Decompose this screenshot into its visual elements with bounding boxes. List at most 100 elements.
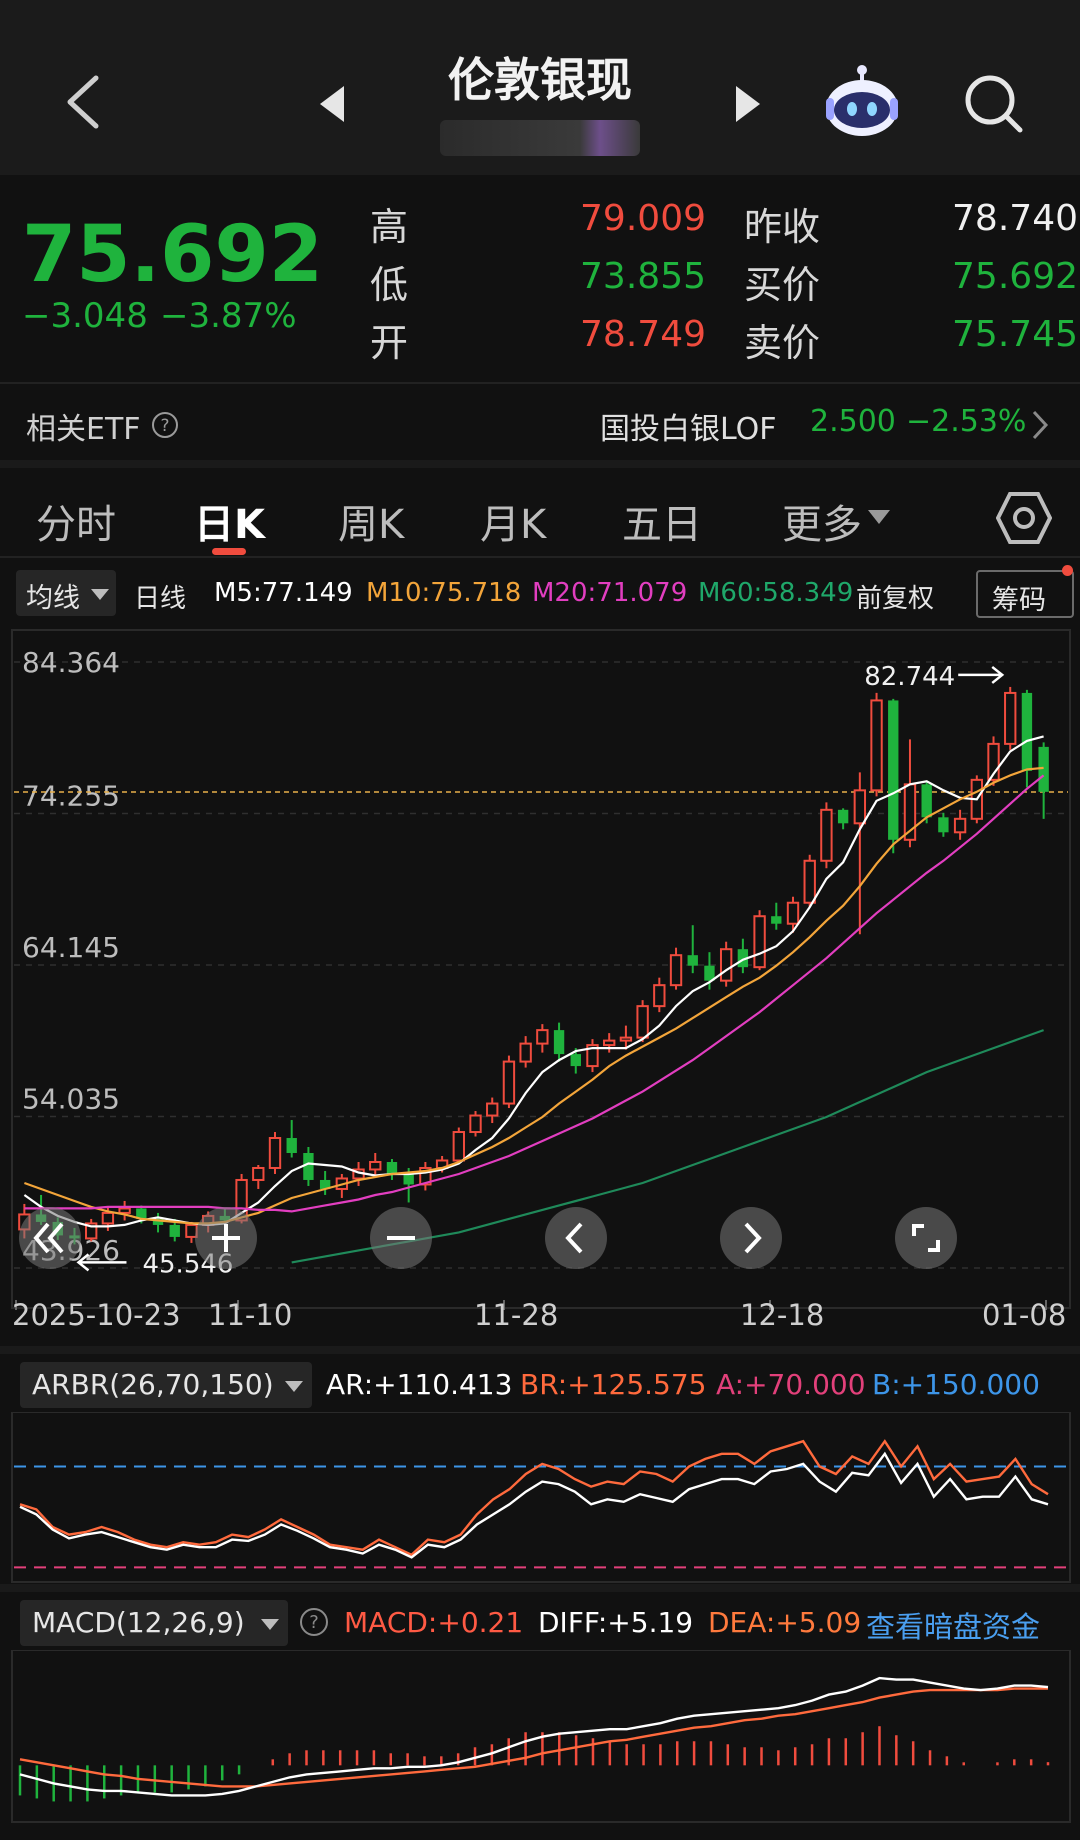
stat-bid: 买价 75.692 [744,254,1078,312]
zoom-in-icon[interactable] [194,1206,258,1270]
candle-body [169,1224,180,1237]
question-circle-icon[interactable]: ? [298,1606,330,1638]
legend-m5: M5:77.149 [214,578,353,608]
stat-label: 高 [370,205,409,249]
chart-frame [11,1412,1071,1583]
x-tick-label: 2025-10-23 [12,1298,181,1332]
candle-body [1021,692,1033,771]
tab-monthly-k[interactable]: 月K [480,502,547,548]
question-circle-icon[interactable]: ? [150,410,180,440]
back-icon[interactable] [60,72,104,132]
legend-m10: M10:75.718 [366,578,522,608]
stat-high: 高 79.009 [370,196,706,254]
svg-text:?: ? [309,1612,319,1633]
arbr-dropdown-label: ARBR(26,70,150) [32,1368,274,1401]
legend-diff: DIFF:+5.19 [538,1606,694,1639]
candle-body [486,1102,499,1117]
x-tick-label: 11-28 [474,1298,559,1332]
chip-distribution-button[interactable]: 筹码 [976,570,1074,618]
candle-body [519,1042,532,1063]
arbr-dropdown[interactable]: ARBR(26,70,150) [20,1362,312,1408]
candle-body [1038,746,1049,792]
candle-body [953,817,967,834]
legend-a: A:+70.000 [716,1368,866,1401]
divider [0,382,1080,384]
chart-controls [0,1206,1080,1272]
x-tick-label: 12-18 [740,1298,825,1332]
last-price: 75.692 [22,210,323,300]
candle-body [820,808,833,862]
max-arrow-head [991,665,1005,684]
candle-body [753,915,766,969]
stat-value: 73.855 [580,256,706,297]
candle-body [1004,691,1017,745]
candle-body [152,1218,164,1225]
tab-intraday[interactable]: 分时 [36,502,116,548]
candle-body [737,949,749,968]
adjust-mode[interactable]: 前复权 [856,584,935,614]
ma-line-m20 [24,774,1045,1213]
stat-label: 低 [370,263,409,307]
tab-daily-k[interactable]: 日K [194,502,265,548]
candle-body [586,1044,599,1068]
stat-value: 78.749 [580,314,706,355]
stat-label: 昨收 [744,205,821,249]
period-tabs: 分时 日K 周K 月K 五日 更多 [0,478,1080,556]
hexagon-gear-icon[interactable] [996,490,1052,546]
zoom-out-icon[interactable] [369,1206,433,1270]
candle-body [921,784,932,818]
etf-label: 相关ETF [26,412,141,447]
double-chevron-left-icon[interactable] [18,1206,82,1270]
legend-dea: DEA:+5.09 [708,1606,862,1639]
tab-more[interactable]: 更多 [782,502,862,548]
candle-body [987,742,1000,781]
stat-low: 低 73.855 [370,254,706,312]
stats-col-1: 高 79.009 低 73.855 开 78.749 [370,196,706,370]
chevron-right-icon[interactable] [1030,408,1052,442]
candle-body [303,1152,314,1180]
stat-open: 开 78.749 [370,312,706,370]
y-tick-label: 64.145 [22,931,120,964]
candle-body [386,1161,398,1174]
tab-weekly-k[interactable]: 周K [338,502,405,548]
caret-down-icon [868,510,890,524]
robot-assistant-icon[interactable] [822,62,902,138]
next-instrument-icon[interactable] [732,84,762,124]
candle-body [888,700,899,840]
ma-dropdown-label: 均线 [26,583,80,614]
etf-name[interactable]: 国投白银LOF [600,412,777,447]
candle-body [570,1054,581,1067]
candle-body [803,859,816,904]
x-axis: 2025-10-23 11-10 11-28 12-18 01-08 [0,1296,1080,1336]
stat-value: 78.740 [952,198,1078,239]
legend-b: B:+150.000 [872,1368,1040,1401]
chevron-left-icon[interactable] [544,1206,608,1270]
blurred-subtitle [440,120,640,156]
candle-body [837,809,849,824]
ma-dropdown[interactable]: 均线 [16,570,116,616]
candle-body [118,1207,131,1214]
legend-macd: MACD:+0.21 [344,1606,524,1639]
search-icon[interactable] [962,72,1026,136]
chart-frame [11,1650,1071,1823]
candle-body [101,1211,115,1225]
candle-body [719,948,733,982]
stat-label: 卖价 [744,321,821,365]
chevron-right-icon[interactable] [719,1206,783,1270]
dark-pool-link[interactable]: 查看暗盘资金 [866,1610,1041,1644]
active-tab-indicator [212,548,246,555]
fullscreen-icon[interactable] [894,1206,958,1270]
prev-instrument-icon[interactable] [318,84,348,124]
tab-five-day[interactable]: 五日 [622,502,702,548]
legend-m60: M60:58.349 [698,578,854,608]
price-change-pct: −3.87% [160,296,297,336]
series-line-diff [19,1676,1049,1797]
candle-body [369,1160,382,1171]
candle-body [419,1166,432,1186]
chip-label: 筹码 [992,585,1046,616]
macd-dropdown[interactable]: MACD(12,26,9) [20,1600,288,1646]
series-line-br [19,1439,1049,1557]
stat-value: 75.745 [952,314,1078,355]
candle-body [853,789,867,825]
series-line-ar [19,1451,1049,1559]
